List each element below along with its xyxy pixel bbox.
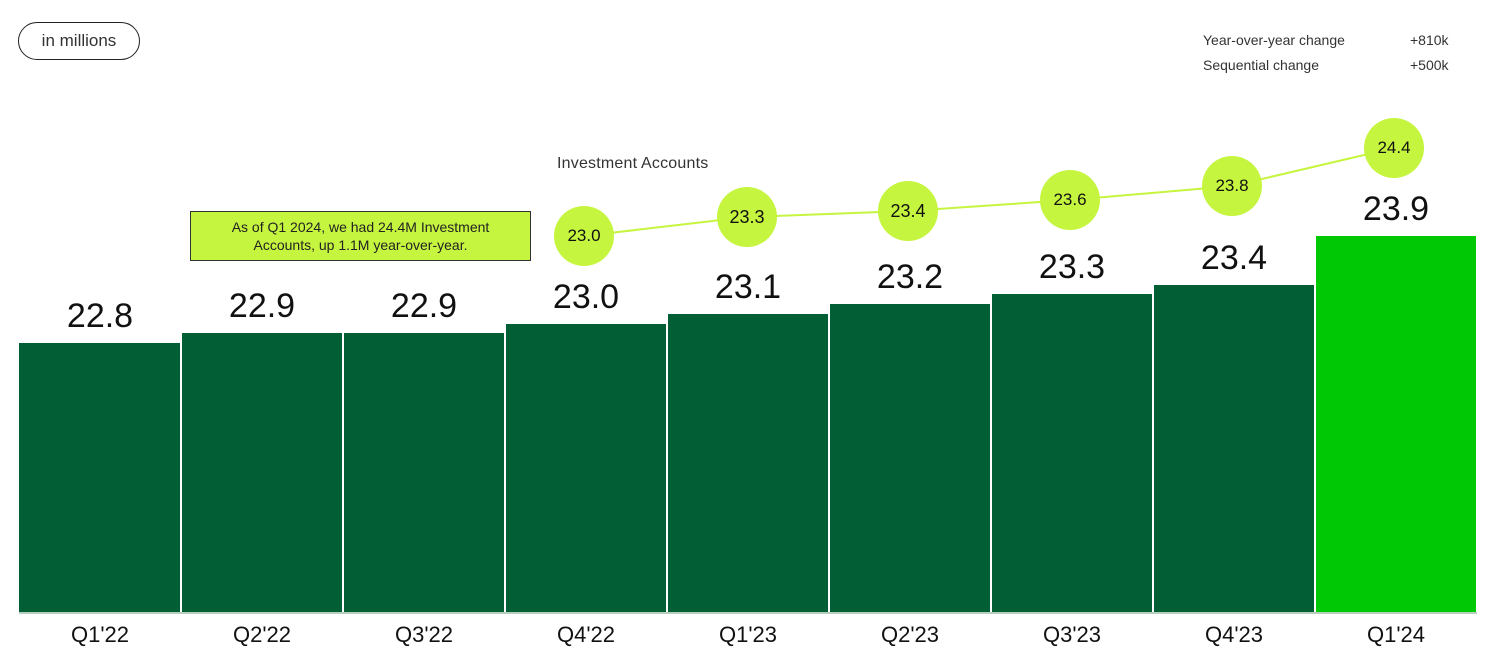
bar-q4-23 — [1154, 285, 1314, 613]
bar-value-label: 23.2 — [876, 258, 944, 296]
bar-q1-23 — [668, 314, 828, 613]
bar-value-label: 23.9 — [1362, 190, 1430, 228]
x-axis-baseline — [19, 612, 1477, 614]
line-point-q1-24: 24.4 — [1364, 118, 1424, 178]
line-point-q4-23: 23.8 — [1202, 156, 1262, 216]
bar-q3-22 — [344, 333, 504, 613]
bar-q1-22 — [19, 343, 180, 613]
x-tick-label: Q3'23 — [1042, 622, 1102, 647]
x-tick-label: Q3'22 — [394, 622, 454, 647]
x-tick-label: Q1'23 — [718, 622, 778, 647]
stat-value: +810k — [1410, 31, 1449, 48]
x-tick-label: Q4'23 — [1204, 622, 1264, 647]
callout-line-1: As of Q1 2024, we had 24.4M Investment — [231, 219, 490, 235]
stat-row-sequential: Sequential change +500k — [1203, 52, 1455, 77]
bar-q1-24 — [1316, 236, 1476, 613]
bar-value-label: 23.4 — [1200, 239, 1268, 277]
bar-q2-23 — [830, 304, 990, 613]
line-series-title: Investment Accounts — [557, 155, 709, 172]
stat-label: Year-over-year change — [1203, 31, 1345, 48]
callout-box: As of Q1 2024, we had 24.4M Investment A… — [190, 211, 531, 261]
x-tick-label: Q2'22 — [232, 622, 292, 647]
line-point-q1-23: 23.3 — [717, 187, 777, 247]
line-point-q3-23: 23.6 — [1040, 170, 1100, 230]
bar-value-label: 23.3 — [1038, 248, 1106, 286]
bar-q4-22 — [506, 324, 666, 613]
bar-q2-22 — [182, 333, 342, 613]
x-tick-label: Q4'22 — [556, 622, 616, 647]
change-stats: Year-over-year change +810k Sequential c… — [1203, 27, 1455, 77]
x-tick-label: Q1'22 — [70, 622, 130, 647]
line-point-q4-22: 23.0 — [554, 206, 614, 266]
bar-value-label: 22.9 — [390, 287, 458, 325]
x-tick-label: Q1'24 — [1366, 622, 1426, 647]
line-point-q2-23: 23.4 — [878, 181, 938, 241]
bar-q3-23 — [992, 294, 1152, 613]
x-tick-label: Q2'23 — [880, 622, 940, 647]
callout-line-2: Accounts, up 1.1M year-over-year. — [253, 237, 468, 253]
bar-value-label: 22.8 — [66, 297, 134, 335]
bar-value-label: 22.9 — [228, 287, 296, 325]
stat-row-yoy: Year-over-year change +810k — [1203, 27, 1455, 52]
bar-value-label: 23.1 — [714, 268, 782, 306]
stat-label: Sequential change — [1203, 56, 1319, 73]
unit-badge: in millions — [18, 22, 140, 60]
stat-value: +500k — [1410, 56, 1449, 73]
bar-value-label: 23.0 — [552, 278, 620, 316]
